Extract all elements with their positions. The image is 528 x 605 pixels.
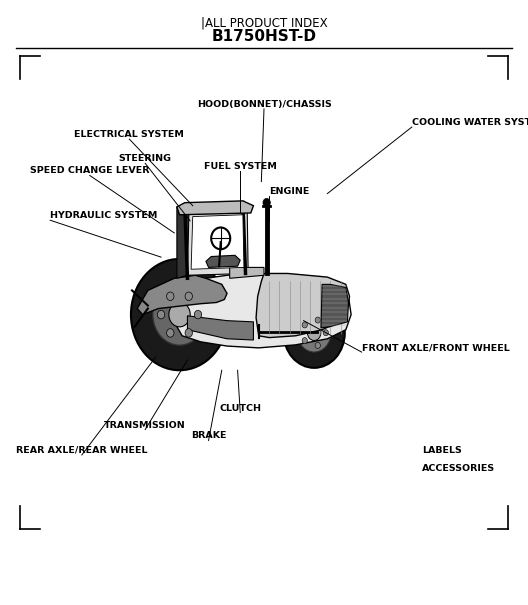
Circle shape	[131, 259, 228, 370]
Text: LABELS: LABELS	[422, 446, 462, 455]
Text: B1750HST-D: B1750HST-D	[212, 29, 316, 44]
Circle shape	[167, 329, 174, 337]
Text: ENGINE: ENGINE	[269, 187, 309, 196]
Polygon shape	[256, 273, 350, 338]
Circle shape	[302, 338, 307, 344]
Text: STEERING: STEERING	[119, 154, 172, 163]
Polygon shape	[177, 207, 189, 278]
Text: TRANSMISSION: TRANSMISSION	[105, 420, 186, 430]
Polygon shape	[137, 275, 227, 315]
Circle shape	[323, 330, 328, 336]
Circle shape	[302, 322, 307, 328]
Polygon shape	[321, 284, 348, 328]
Circle shape	[185, 329, 192, 337]
Text: BRAKE: BRAKE	[191, 431, 227, 440]
Text: ELECTRICAL SYSTEM: ELECTRICAL SYSTEM	[74, 130, 184, 139]
Text: REAR AXLE/REAR WHEEL: REAR AXLE/REAR WHEEL	[16, 446, 148, 455]
Polygon shape	[187, 316, 253, 340]
Circle shape	[297, 313, 331, 352]
Polygon shape	[206, 255, 240, 267]
Text: HYDRAULIC SYSTEM: HYDRAULIC SYSTEM	[50, 211, 157, 220]
Polygon shape	[187, 204, 248, 275]
Text: |ALL PRODUCT INDEX: |ALL PRODUCT INDEX	[201, 16, 327, 30]
Polygon shape	[177, 201, 253, 215]
Polygon shape	[191, 215, 244, 269]
Text: HOOD(BONNET)/CHASSIS: HOOD(BONNET)/CHASSIS	[196, 100, 332, 109]
Text: CLUTCH: CLUTCH	[219, 404, 261, 413]
Circle shape	[263, 198, 270, 207]
Text: FRONT AXLE/FRONT WHEEL: FRONT AXLE/FRONT WHEEL	[362, 343, 510, 352]
Circle shape	[167, 292, 174, 301]
Text: SPEED CHANGE LEVER: SPEED CHANGE LEVER	[30, 166, 149, 175]
Circle shape	[315, 317, 320, 323]
Circle shape	[194, 310, 202, 319]
Circle shape	[157, 310, 165, 319]
Circle shape	[169, 302, 190, 327]
Text: FUEL SYSTEM: FUEL SYSTEM	[204, 162, 277, 171]
Circle shape	[307, 325, 321, 341]
Polygon shape	[230, 267, 264, 278]
Circle shape	[185, 292, 192, 301]
Polygon shape	[177, 273, 351, 348]
Circle shape	[153, 284, 206, 345]
Text: ACCESSORIES: ACCESSORIES	[422, 464, 495, 473]
Circle shape	[284, 298, 345, 368]
Circle shape	[315, 342, 320, 348]
Text: COOLING WATER SYSTEM: COOLING WATER SYSTEM	[412, 118, 528, 127]
